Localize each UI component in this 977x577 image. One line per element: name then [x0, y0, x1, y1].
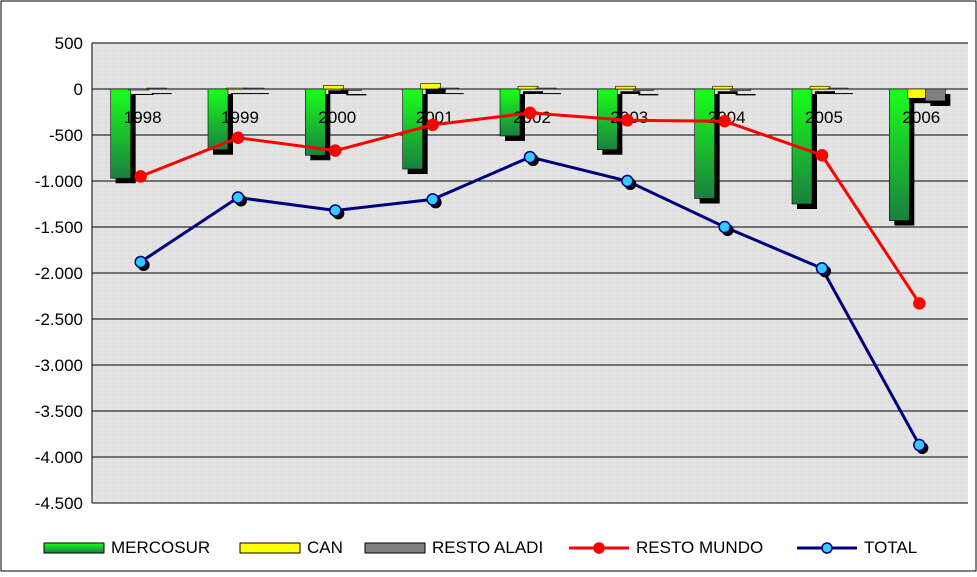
y-tick-label: -1.000 [35, 172, 83, 191]
y-tick-label: -2.500 [35, 310, 83, 329]
resto-aladi-bar-shadow [541, 93, 561, 95]
series-lines [134, 106, 929, 455]
total-point [718, 220, 731, 234]
resto-aladi-bar [535, 87, 557, 90]
can-bar [225, 87, 247, 90]
resto-aladi-bar-shadow [249, 93, 269, 95]
resto-mundo-point [426, 118, 439, 132]
resto-mundo-point [329, 144, 342, 157]
x-axis-tick-labels: 199819992000200120022003200420052006 [124, 108, 940, 127]
legend-resto-mundo-marker [593, 542, 605, 554]
total-point [426, 193, 439, 206]
mercosur-bar [110, 88, 131, 179]
y-tick-label: -500 [49, 126, 83, 145]
resto-mundo-point [523, 106, 537, 120]
resto-mundo-point [231, 131, 245, 145]
resto-aladi-bar-shadow [638, 94, 659, 96]
y-tick-label: -4.500 [35, 494, 83, 513]
legend-total-label: TOTAL [864, 538, 917, 557]
y-tick-label: -4.000 [35, 448, 83, 467]
y-tick-label: 500 [55, 34, 83, 53]
can-bar [128, 88, 149, 91]
total-point [913, 438, 926, 452]
legend-mercosur-swatch [43, 542, 105, 554]
total-point [134, 255, 147, 269]
legend-resto-mundo-label: RESTO MUNDO [636, 538, 763, 557]
can-bar [420, 83, 441, 90]
can-bar-shadow [620, 91, 641, 94]
resto-aladi-bar-shadow [151, 93, 172, 95]
can-bar [809, 85, 831, 90]
mercosur-bar [305, 88, 326, 156]
legend-total-marker [821, 542, 833, 554]
y-tick-label: 0 [74, 80, 83, 99]
can-bar [615, 85, 636, 90]
gridlines [91, 42, 968, 504]
can-bar-shadow [328, 90, 349, 94]
resto-aladi-bar [438, 87, 459, 90]
legend-can-swatch [239, 542, 301, 554]
resto-aladi-bar [925, 88, 946, 102]
can-bar-shadow [425, 88, 446, 94]
y-axis-tick-labels: 500 0 -500 -1.000 -1.500 -2.000 -2.500 -3.000 -3… [35, 34, 83, 513]
resto-aladi-bar [341, 88, 362, 91]
can-bar-shadow [133, 94, 154, 95]
legend: MERCOSUR CAN RESTO ALADI RESTO MUNDO TOTAL [43, 538, 917, 557]
total-point [523, 150, 537, 164]
resto-aladi-bar-shadow [735, 94, 756, 96]
x-tick-label: 2006 [902, 108, 940, 127]
legend-mercosur-label: MERCOSUR [111, 538, 210, 557]
total-point [329, 204, 342, 217]
total-point [815, 262, 829, 275]
y-tick-label: -1.500 [35, 218, 83, 237]
x-tick-label: 2000 [318, 108, 356, 127]
resto-aladi-bar-shadow [443, 93, 464, 95]
can-bar [517, 85, 539, 90]
resto-aladi-bar [730, 88, 751, 91]
y-tick-label: -3.000 [35, 356, 83, 375]
mercosur-bar [207, 88, 229, 151]
x-tick-label: 1999 [221, 108, 259, 127]
resto-aladi-bar [243, 87, 265, 90]
x-tick-label: 1998 [124, 108, 162, 127]
resto-aladi-bar [633, 88, 654, 91]
y-tick-label: -2.000 [35, 264, 83, 283]
legend-can-label: CAN [307, 538, 343, 557]
x-tick-label: 2005 [805, 108, 843, 127]
legend-resto-aladi-swatch [364, 542, 426, 554]
can-bar [323, 85, 344, 90]
mercosur-bar [889, 88, 910, 221]
mercosur-bar [791, 88, 813, 205]
can-bar-shadow [912, 94, 933, 104]
resto-mundo-point [718, 114, 731, 128]
legend-resto-aladi-label: RESTO ALADI [432, 538, 543, 557]
resto-mundo-point [621, 114, 634, 127]
total-point [231, 191, 245, 204]
resto-aladi-bar-shadow [346, 94, 367, 96]
resto-mundo-point [913, 297, 926, 310]
mercosur-bar [499, 88, 521, 137]
can-bar-shadow [717, 91, 738, 94]
y-tick-label: -3.500 [35, 402, 83, 421]
can-bar-shadow [523, 91, 543, 94]
resto-aladi-bar [827, 87, 849, 90]
can-bar-shadow [815, 91, 835, 94]
resto-mundo-point [134, 170, 147, 183]
can-bar [907, 88, 928, 99]
resto-aladi-bar-shadow [833, 93, 853, 95]
mercosur-bar [694, 88, 715, 199]
can-bar [712, 85, 733, 90]
resto-aladi-bar [146, 87, 167, 90]
total-point [621, 174, 634, 188]
can-bar-shadow [231, 93, 251, 95]
resto-mundo-point [815, 148, 829, 162]
